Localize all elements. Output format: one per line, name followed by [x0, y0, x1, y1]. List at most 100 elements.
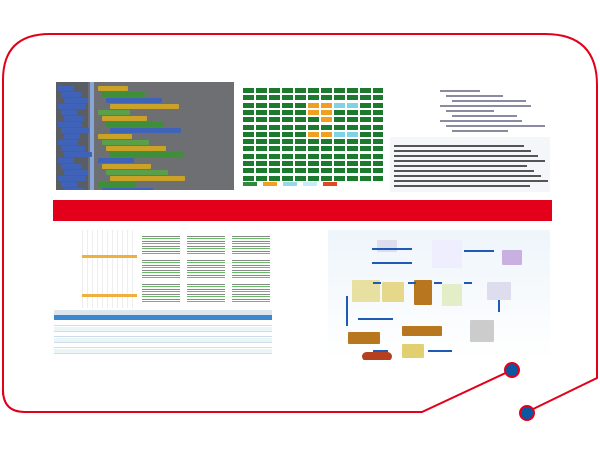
status-cell	[373, 95, 383, 101]
status-cell	[269, 117, 280, 123]
status-cell	[360, 131, 371, 137]
block-item	[58, 122, 82, 127]
flow-node	[377, 240, 397, 252]
status-cell	[243, 168, 254, 174]
status-cell	[282, 117, 293, 123]
flow-arrow	[428, 350, 452, 352]
status-cell	[256, 88, 267, 93]
legend-swatch	[303, 182, 317, 186]
status-cell	[295, 117, 306, 123]
flow-node	[362, 352, 392, 360]
status-cell	[269, 153, 280, 159]
status-cell	[256, 131, 267, 137]
status-cell	[321, 131, 332, 137]
info-group	[142, 258, 180, 278]
status-cell	[282, 109, 293, 115]
status-cell	[334, 139, 345, 145]
status-cell	[269, 139, 280, 145]
flow-node	[382, 282, 404, 302]
status-cell	[321, 139, 332, 145]
status-cell	[308, 168, 319, 174]
status-cell	[295, 153, 306, 159]
status-cell	[334, 161, 345, 166]
console-line	[394, 145, 524, 147]
screenshot-data-table	[54, 230, 272, 355]
status-cell	[269, 161, 280, 166]
console-line	[394, 170, 534, 172]
status-cell	[243, 117, 254, 123]
status-cell	[360, 117, 371, 123]
info-group	[232, 234, 270, 254]
screenshot-code-editor	[390, 82, 550, 192]
status-cell	[256, 168, 267, 174]
legend-swatch	[243, 182, 257, 186]
status-cell	[243, 139, 254, 145]
status-cell	[321, 95, 332, 101]
block-item	[58, 158, 74, 163]
red-divider-band	[53, 200, 552, 221]
status-cell	[308, 88, 319, 93]
block-item	[102, 140, 149, 145]
table-row	[54, 343, 272, 348]
status-cell	[282, 161, 293, 166]
status-cell	[373, 161, 383, 166]
table-row	[54, 321, 272, 326]
status-cell	[321, 168, 332, 174]
status-cell	[256, 153, 267, 159]
status-cell	[347, 109, 358, 115]
status-cell	[243, 146, 254, 152]
status-cell	[360, 175, 371, 181]
status-cell	[256, 161, 267, 166]
status-cell	[269, 109, 280, 115]
status-cell	[347, 117, 358, 123]
info-group	[232, 282, 270, 302]
console-line	[394, 160, 545, 162]
status-cell	[347, 168, 358, 174]
status-cell	[360, 146, 371, 152]
block-item	[102, 116, 147, 121]
status-cell	[373, 124, 383, 130]
block-item	[64, 98, 88, 103]
status-cell	[321, 88, 332, 93]
flow-arrow	[434, 282, 442, 284]
status-cell	[295, 131, 306, 137]
status-cell	[295, 146, 306, 152]
flow-arrow	[372, 248, 412, 250]
status-cell	[334, 175, 345, 181]
block-item	[106, 146, 166, 151]
flow-node	[402, 326, 442, 336]
code-line	[446, 95, 503, 97]
status-cell	[334, 95, 345, 101]
block-item	[98, 182, 136, 187]
status-cell	[308, 102, 319, 108]
code-line	[452, 130, 508, 132]
flow-arrow	[464, 250, 494, 252]
flow-arrow	[373, 282, 381, 284]
frame-inner-line	[2, 369, 513, 413]
status-cell	[282, 102, 293, 108]
status-cell	[256, 117, 267, 123]
status-cell	[347, 124, 358, 130]
status-cell	[295, 88, 306, 93]
status-cell	[269, 175, 280, 181]
status-cell	[347, 139, 358, 145]
status-cell	[321, 124, 332, 130]
table-row-selected	[54, 315, 272, 320]
status-cell	[360, 102, 371, 108]
status-cell	[321, 102, 332, 108]
flow-node	[348, 332, 380, 344]
table-row	[54, 326, 272, 332]
status-cell	[256, 102, 267, 108]
status-cell	[360, 124, 371, 130]
frame-outer-line	[2, 33, 598, 413]
block-item	[61, 146, 85, 151]
block-item	[110, 104, 179, 109]
status-cell	[360, 161, 371, 166]
console-line	[394, 150, 531, 152]
status-cell	[256, 139, 267, 145]
table-row	[54, 348, 272, 354]
code-line	[452, 115, 517, 117]
block-item	[61, 128, 89, 133]
info-group	[232, 258, 270, 278]
